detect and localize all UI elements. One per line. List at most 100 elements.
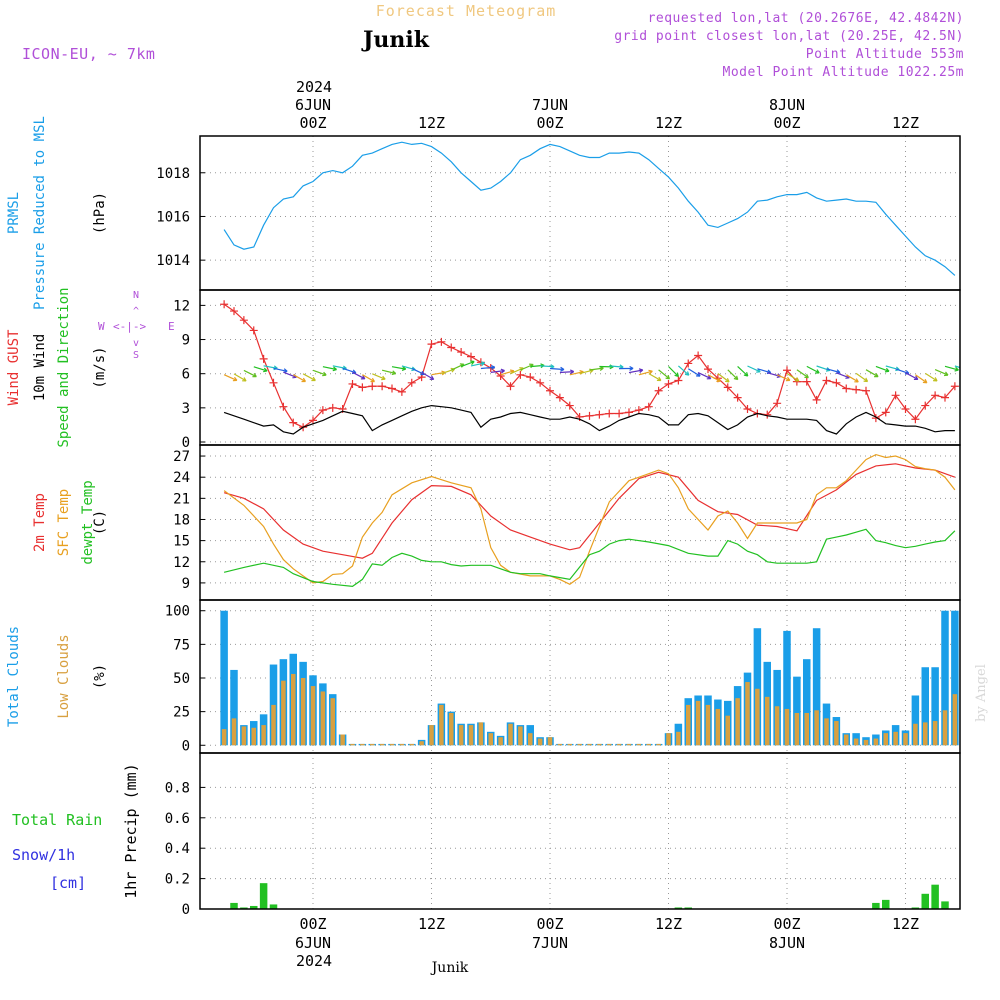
gust-marker [516, 370, 525, 379]
low-cloud-bar [409, 743, 414, 746]
gust-marker [901, 404, 910, 413]
low-cloud-bar [291, 673, 296, 746]
y-tick-label: 0.4 [165, 841, 190, 857]
wind-direction-arrow [421, 371, 435, 380]
wind-direction-arrow [737, 365, 749, 377]
wind-direction-arrow [411, 367, 425, 376]
rain-bar [684, 907, 692, 909]
rain-bar [921, 893, 929, 909]
compass-s: S [133, 350, 139, 361]
gust-marker [605, 409, 614, 418]
y-tick-label: 1016 [156, 209, 190, 225]
low-cloud-bar [310, 686, 316, 746]
panel-precip: 0 0.2 0.4 0.6 0.8 Total Rain Snow/1h [cm] 1hr Pr… [12, 752, 961, 918]
y-tick-label: 24 [173, 470, 190, 486]
unit-label-temperature: (C) [92, 510, 108, 535]
low-cloud-bar [241, 726, 247, 746]
y-tick-label: 15 [173, 534, 190, 550]
rain-bar [230, 902, 238, 909]
top-hour-label: 12Z [418, 114, 445, 132]
y-tick-label: 12 [173, 298, 190, 314]
low-cloud-bar [0, 693, 5, 745]
gust-marker [674, 376, 683, 385]
y-tick-label: 100 [165, 604, 190, 620]
low-cloud-bar [518, 726, 523, 746]
wind-direction-arrow [668, 366, 679, 377]
gust-marker [358, 383, 367, 392]
wind-direction-arrow [460, 360, 475, 368]
snow-label: Snow/1h [12, 846, 75, 864]
gust-marker [467, 352, 475, 361]
total-cloud-bar [0, 728, 8, 745]
low-cloud-bar [370, 743, 375, 746]
low-cloud-bar [360, 743, 365, 746]
wind-direction-arrow [658, 369, 671, 380]
low-cloud-bar [330, 698, 335, 746]
low-cloud-bar [715, 708, 721, 746]
grid-point-coords: grid point closest lon,lat (20.25E, 42.5… [614, 29, 964, 44]
gust-marker [792, 377, 801, 386]
series-line-prmsl [223, 141, 956, 276]
low-cloud-bar [557, 743, 563, 746]
gust-marker [931, 391, 940, 400]
low-cloud-bar [0, 714, 5, 745]
top-hour-label: 00Z [536, 114, 563, 132]
low-cloud-bar [735, 698, 740, 746]
gust-marker [565, 401, 574, 410]
panel-temperature: 9 12 15 18 21 24 27 2m Temp SFC Temp dewpt Temp(C… [32, 444, 961, 601]
y-tick-label: 21 [173, 491, 190, 507]
gust-marker [279, 402, 288, 411]
gust-marker [891, 391, 900, 400]
gust-marker [783, 366, 791, 375]
wind-direction-arrow [944, 365, 959, 372]
gust-marker [743, 404, 752, 413]
low-cloud-bar [913, 723, 918, 746]
gust-marker [644, 402, 653, 411]
y-tick-label: 1014 [156, 253, 190, 269]
gust-marker [881, 408, 890, 417]
gust-marker [684, 359, 693, 368]
gust-marker [328, 403, 337, 412]
gust-marker [457, 348, 466, 357]
ylabel-pressure-1: Pressure Reduced to MSL [32, 116, 48, 310]
gust-marker [239, 316, 248, 325]
panel-body [0, 610, 959, 746]
rain-label: Total Rain [12, 811, 102, 829]
header: Forecast Meteogram Junik ICON-EU, ~ 7km … [22, 2, 989, 976]
low-cloud-bar [765, 696, 770, 746]
y-tick-label: 0.2 [165, 872, 190, 888]
low-cloud-bar [686, 704, 691, 746]
gust-marker [723, 383, 732, 392]
gust-marker [269, 378, 278, 387]
model-point-altitude: Model Point Altitude 1022.25m [723, 65, 964, 80]
ylabel-pressure-0: PRMSL [6, 192, 22, 234]
wind-direction-arrow [381, 369, 397, 376]
wind-direction-arrow [628, 368, 644, 374]
total-cloud-bar [753, 628, 762, 746]
wind-direction-arrow [776, 374, 791, 382]
low-cloud-bar [340, 734, 345, 746]
wind-direction-arrow [273, 367, 288, 373]
gust-marker [407, 378, 416, 387]
unit-label-clouds: (%) [92, 664, 108, 689]
unit-label-precip: 1hr Precip (mm) [122, 763, 140, 898]
gust-marker [309, 416, 317, 425]
total-cloud-bar [783, 630, 791, 746]
wind-direction-arrow [243, 369, 257, 378]
y-tick-label: 6 [182, 367, 190, 383]
top-day-label: 8JUN [769, 96, 805, 114]
wind-direction-arrow [302, 373, 316, 382]
gust-marker [249, 326, 258, 335]
low-cloud-bar [646, 743, 651, 746]
ylabel-clouds-0: Total Clouds [6, 626, 22, 727]
wind-direction-arrow [915, 374, 928, 384]
gust-marker [368, 382, 377, 391]
gust-marker [773, 399, 782, 408]
total-cloud-bar [230, 669, 238, 746]
low-cloud-bar [389, 743, 395, 746]
wind-direction-arrow [717, 373, 730, 383]
wind-direction-arrow [391, 366, 407, 371]
wind-direction-arrow [934, 369, 949, 377]
gust-marker [496, 371, 505, 380]
ylabel-clouds-1: Low Clouds [56, 634, 72, 718]
